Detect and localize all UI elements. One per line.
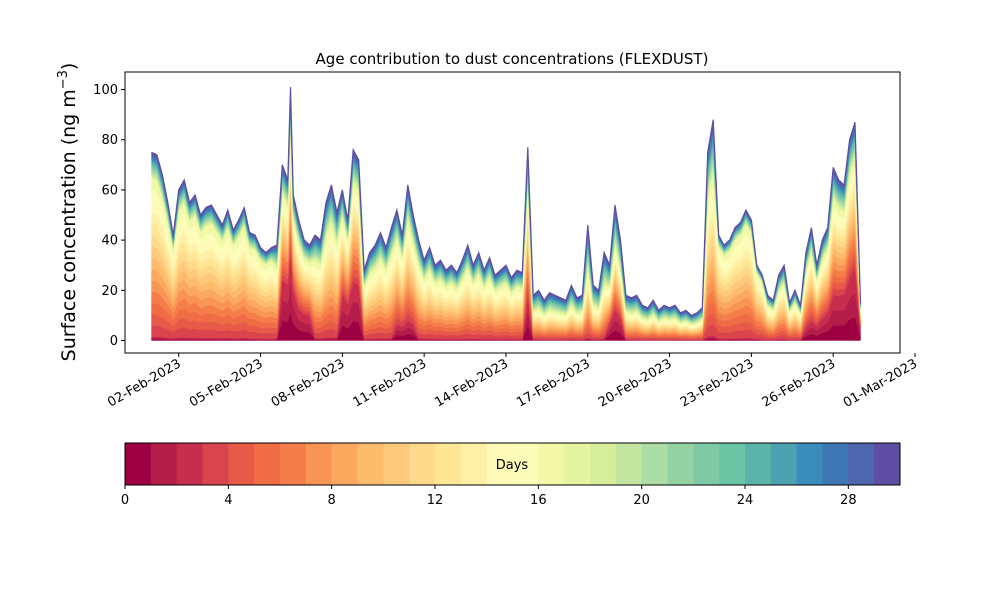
colorbar-segment [409,443,436,485]
colorbar-segment [435,443,462,485]
colorbar [124,442,901,486]
y-axis-label: Surface concentration (ng m−3) [56,63,80,362]
y-tick-label: 0 [110,334,118,349]
x-tick-label: 05-Feb-2023 [187,356,266,410]
x-tick-label: 23-Feb-2023 [678,356,757,410]
colorbar-tick-label: 12 [427,493,444,508]
colorbar-segment [383,443,410,485]
y-axis-label-superscript: −3 [56,70,71,89]
colorbar-segment [822,443,849,485]
x-tick-label: 26-Feb-2023 [760,356,839,410]
colorbar-tick-label: 24 [737,493,754,508]
x-tick-label: 08-Feb-2023 [269,356,348,410]
colorbar-segment [667,443,694,485]
colorbar-label: Days [496,458,529,473]
colorbar-tick-label: 28 [840,493,857,508]
colorbar-segment [125,443,152,485]
colorbar-segment [848,443,875,485]
colorbar-tick-label: 16 [530,493,547,508]
colorbar-tick-label: 0 [121,493,129,508]
x-axis-ticks: 02-Feb-2023 05-Feb-2023 08-Feb-2023 11-Feb-… [105,353,920,411]
colorbar-segment [538,443,565,485]
y-tick-label: 60 [101,183,118,198]
colorbar-segment [460,443,488,485]
colorbar-segment [874,443,901,485]
colorbar-segment [512,443,539,485]
total-outline [151,87,862,317]
y-tick-label: 20 [101,284,118,299]
y-axis-label-main: Surface concentration (ng m [58,89,80,361]
x-tick-label: 14-Feb-2023 [432,356,511,410]
chart-title: Age contribution to dust concentrations … [316,50,709,68]
y-axis-ticks: 0 20 40 60 80 100 [93,83,125,349]
total-line [151,87,862,317]
y-tick-label: 100 [93,83,118,98]
x-tick-label: 20-Feb-2023 [596,356,675,410]
colorbar-segment [202,443,229,485]
colorbar-segment [254,443,281,485]
colorbar-segment [770,443,798,485]
colorbar-segment [615,443,643,485]
colorbar-segment [305,443,333,485]
y-axis-label-close: ) [58,63,80,70]
colorbar-segment [745,443,772,485]
colorbar-segment [331,443,358,485]
colorbar-segment [280,443,307,485]
colorbar-segment [357,443,384,485]
x-tick-label: 02-Feb-2023 [105,356,184,410]
colorbar-ticks: 0 4 8 12 16 20 24 28 [121,485,857,508]
colorbar-tick-label: 8 [328,493,336,508]
colorbar-segment [641,443,668,485]
colorbar-tick-label: 4 [224,493,232,508]
plot-frame [124,71,901,354]
colorbar-segment [693,443,720,485]
colorbar-segment [564,443,591,485]
stacked-area-layers [151,87,861,341]
colorbar-segment [719,443,746,485]
y-tick-label: 40 [101,234,118,249]
colorbar-frame [124,442,901,486]
x-tick-label: 17-Feb-2023 [514,356,593,410]
x-tick-label: 11-Feb-2023 [351,356,430,410]
y-tick-label: 80 [101,133,118,148]
colorbar-segment [486,443,513,485]
colorbar-tick-label: 20 [633,493,650,508]
colorbar-segment [228,443,255,485]
colorbar-segment [176,443,203,485]
colorbar-segment [150,443,178,485]
colorbar-segment [796,443,823,485]
x-tick-label: 01-Mar-2023 [841,356,920,410]
colorbar-segment [590,443,617,485]
